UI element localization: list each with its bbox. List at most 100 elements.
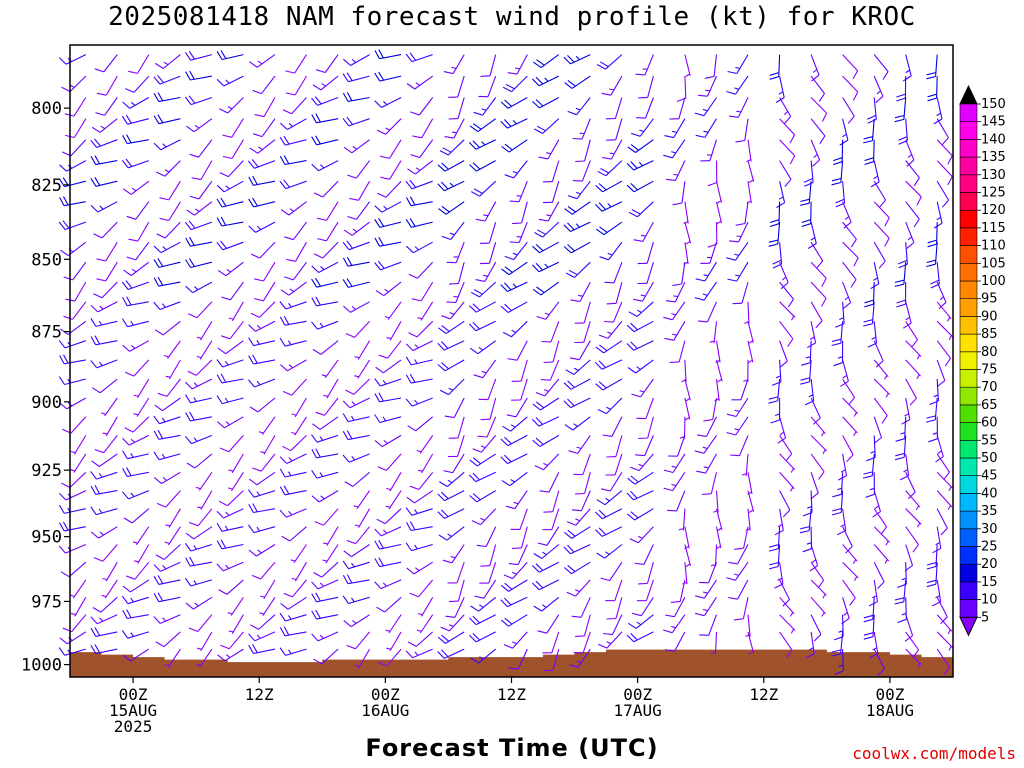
barb-feather xyxy=(446,301,456,304)
barb-shaft xyxy=(810,97,827,114)
wind-barb xyxy=(630,453,654,472)
wind-barb xyxy=(873,416,883,444)
wind-barb xyxy=(250,614,276,630)
barb-feather xyxy=(634,562,645,565)
barb-half-feather xyxy=(747,491,752,495)
wind-barb xyxy=(284,261,307,281)
barb-shaft xyxy=(521,201,528,224)
wind-barb xyxy=(480,544,497,567)
barb-feather xyxy=(504,255,514,261)
barb-shaft xyxy=(290,435,307,452)
wind-barb xyxy=(538,201,560,222)
barb-shaft xyxy=(200,160,213,180)
wind-barb xyxy=(600,472,623,492)
wind-barb xyxy=(121,630,149,639)
barb-feather xyxy=(126,256,136,261)
wind-barb xyxy=(102,561,118,582)
barb-feather xyxy=(633,239,643,242)
wind-barb xyxy=(501,139,528,153)
wind-barb xyxy=(936,320,954,340)
barb-feather xyxy=(187,313,198,319)
barb-shaft xyxy=(389,472,402,492)
barb-shaft xyxy=(615,281,623,304)
colorbar-swatch xyxy=(959,422,978,441)
wind-barb xyxy=(216,359,244,368)
barb-shaft xyxy=(381,201,402,213)
wind-barb xyxy=(626,340,654,351)
barb-feather xyxy=(595,383,604,391)
barb-shaft xyxy=(65,490,87,501)
barb-shaft xyxy=(475,614,496,626)
barb-shaft xyxy=(382,359,402,374)
wind-barb xyxy=(842,75,859,101)
wind-barb xyxy=(279,508,307,518)
barb-feather xyxy=(632,612,642,617)
wind-barb xyxy=(221,320,244,340)
barb-half-feather xyxy=(225,511,230,516)
barb-half-feather xyxy=(450,555,456,559)
barb-half-feather xyxy=(905,316,910,321)
wind-barb xyxy=(873,544,890,564)
barb-shaft xyxy=(571,526,591,539)
wind-barb xyxy=(479,242,497,265)
barb-half-feather xyxy=(735,274,740,277)
wind-barb xyxy=(728,579,749,600)
barb-feather xyxy=(126,467,132,477)
wind-barb xyxy=(478,75,497,98)
wind-barb xyxy=(290,544,307,564)
barb-shaft xyxy=(508,261,528,276)
barb-feather xyxy=(543,361,554,364)
barb-feather xyxy=(629,538,639,544)
barb-half-feather xyxy=(512,120,517,125)
barb-shaft xyxy=(644,435,654,456)
barb-feather xyxy=(707,182,717,187)
barb-half-feather xyxy=(288,510,293,516)
wind-barb xyxy=(664,118,686,139)
wind-barb xyxy=(572,118,591,140)
barb-feather xyxy=(248,478,258,486)
wind-barb xyxy=(153,241,181,254)
barb-feather xyxy=(697,434,707,437)
barb-half-feather xyxy=(414,544,418,550)
wind-barb xyxy=(279,468,307,478)
barb-feather xyxy=(896,299,906,304)
colorbar-swatch xyxy=(959,298,978,317)
barb-shaft xyxy=(294,54,307,74)
barb-feather xyxy=(409,373,416,383)
wind-barb xyxy=(122,134,149,145)
barb-feather xyxy=(877,581,885,589)
wind-barb xyxy=(532,97,560,109)
wind-barb xyxy=(631,378,654,398)
credit-link[interactable]: coolwx.com/models xyxy=(852,744,1016,763)
y-tick-label: 800 xyxy=(31,99,62,119)
colorbar-label: 75 xyxy=(981,363,998,378)
wind-barb xyxy=(219,97,244,114)
barb-feather xyxy=(251,574,261,580)
barb-feather xyxy=(727,278,737,282)
wind-barb xyxy=(155,544,181,560)
barb-feather xyxy=(894,118,905,123)
wind-barb xyxy=(905,201,920,228)
wind-barb xyxy=(540,359,560,381)
barb-feather xyxy=(500,284,508,292)
wind-barb xyxy=(314,508,339,526)
barb-feather xyxy=(90,156,97,165)
wind-barb xyxy=(603,614,623,636)
barb-shaft xyxy=(159,75,181,85)
barb-half-feather xyxy=(512,252,518,256)
wind-barb xyxy=(598,631,623,649)
barb-shaft xyxy=(673,118,686,138)
barb-half-feather xyxy=(842,374,848,379)
barb-half-feather xyxy=(546,152,552,155)
colorbar-swatch xyxy=(959,121,978,140)
barb-half-feather xyxy=(130,453,134,458)
barb-feather xyxy=(91,387,101,394)
barb-half-feather xyxy=(382,379,387,385)
wind-barb xyxy=(60,241,87,257)
wind-barb xyxy=(374,97,402,108)
barb-feather xyxy=(342,279,349,288)
barb-shaft xyxy=(254,378,276,388)
wind-barb xyxy=(905,526,919,553)
barb-shaft xyxy=(291,378,307,396)
barb-shaft xyxy=(842,221,857,240)
